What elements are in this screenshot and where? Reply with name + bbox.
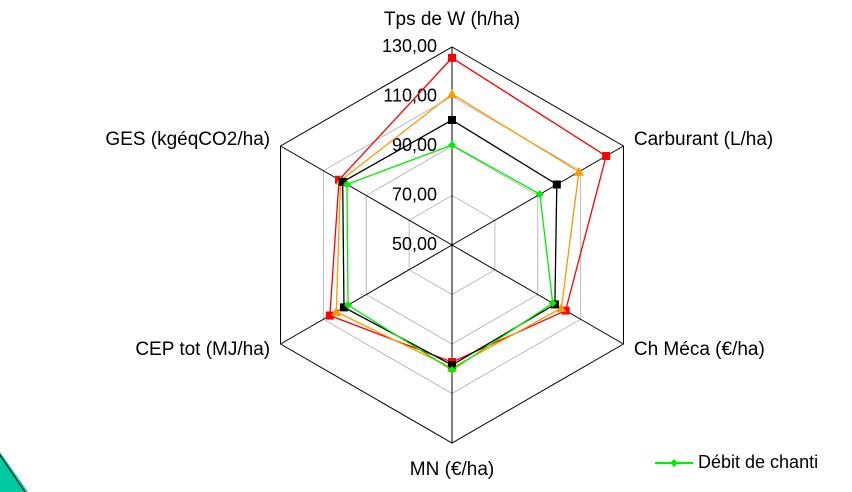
corner-edge <box>0 454 26 492</box>
tick-label: 90,00 <box>392 135 437 155</box>
marker <box>448 53 456 62</box>
series-line <box>335 93 580 369</box>
marker <box>573 166 584 176</box>
axis-label: GES (kgéqCO2/ha) <box>105 129 270 150</box>
axis-label: Ch Méca (€/ha) <box>634 339 765 360</box>
marker <box>331 306 342 316</box>
axis-line <box>280 244 453 345</box>
axis-label: Carburant (L/ha) <box>634 129 773 150</box>
series-line <box>346 144 554 371</box>
axis-label: Tps de W (h/ha) <box>384 9 520 30</box>
marker <box>535 190 544 199</box>
marker <box>342 180 351 189</box>
marker <box>448 365 456 374</box>
marker <box>670 459 678 467</box>
axis-label: MN (€/ha) <box>410 459 494 480</box>
tick-label: 130,00 <box>382 36 437 56</box>
marker <box>556 303 567 313</box>
tick-label: 110,00 <box>383 85 437 105</box>
axis-line <box>280 145 453 246</box>
marker <box>448 116 456 125</box>
axis-label: CEP tot (MJ/ha) <box>135 339 270 360</box>
marker <box>448 361 456 370</box>
axis-line <box>451 244 624 345</box>
marker <box>339 303 348 312</box>
marker <box>548 299 557 308</box>
tick-label: 70,00 <box>392 184 437 204</box>
marker <box>448 141 456 150</box>
marker <box>602 152 611 161</box>
marker <box>325 311 334 320</box>
marker <box>447 89 457 99</box>
marker <box>561 306 570 315</box>
marker <box>552 180 561 189</box>
tick-label: 50,00 <box>392 234 437 254</box>
marker <box>344 301 353 310</box>
legend-label: Débit de chanti <box>698 452 818 472</box>
corner-shape <box>0 452 28 492</box>
marker <box>338 177 347 186</box>
